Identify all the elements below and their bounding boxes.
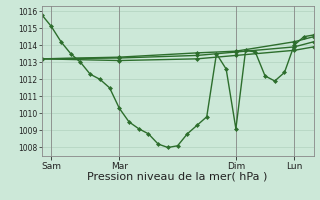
X-axis label: Pression niveau de la mer( hPa ): Pression niveau de la mer( hPa ) <box>87 172 268 182</box>
